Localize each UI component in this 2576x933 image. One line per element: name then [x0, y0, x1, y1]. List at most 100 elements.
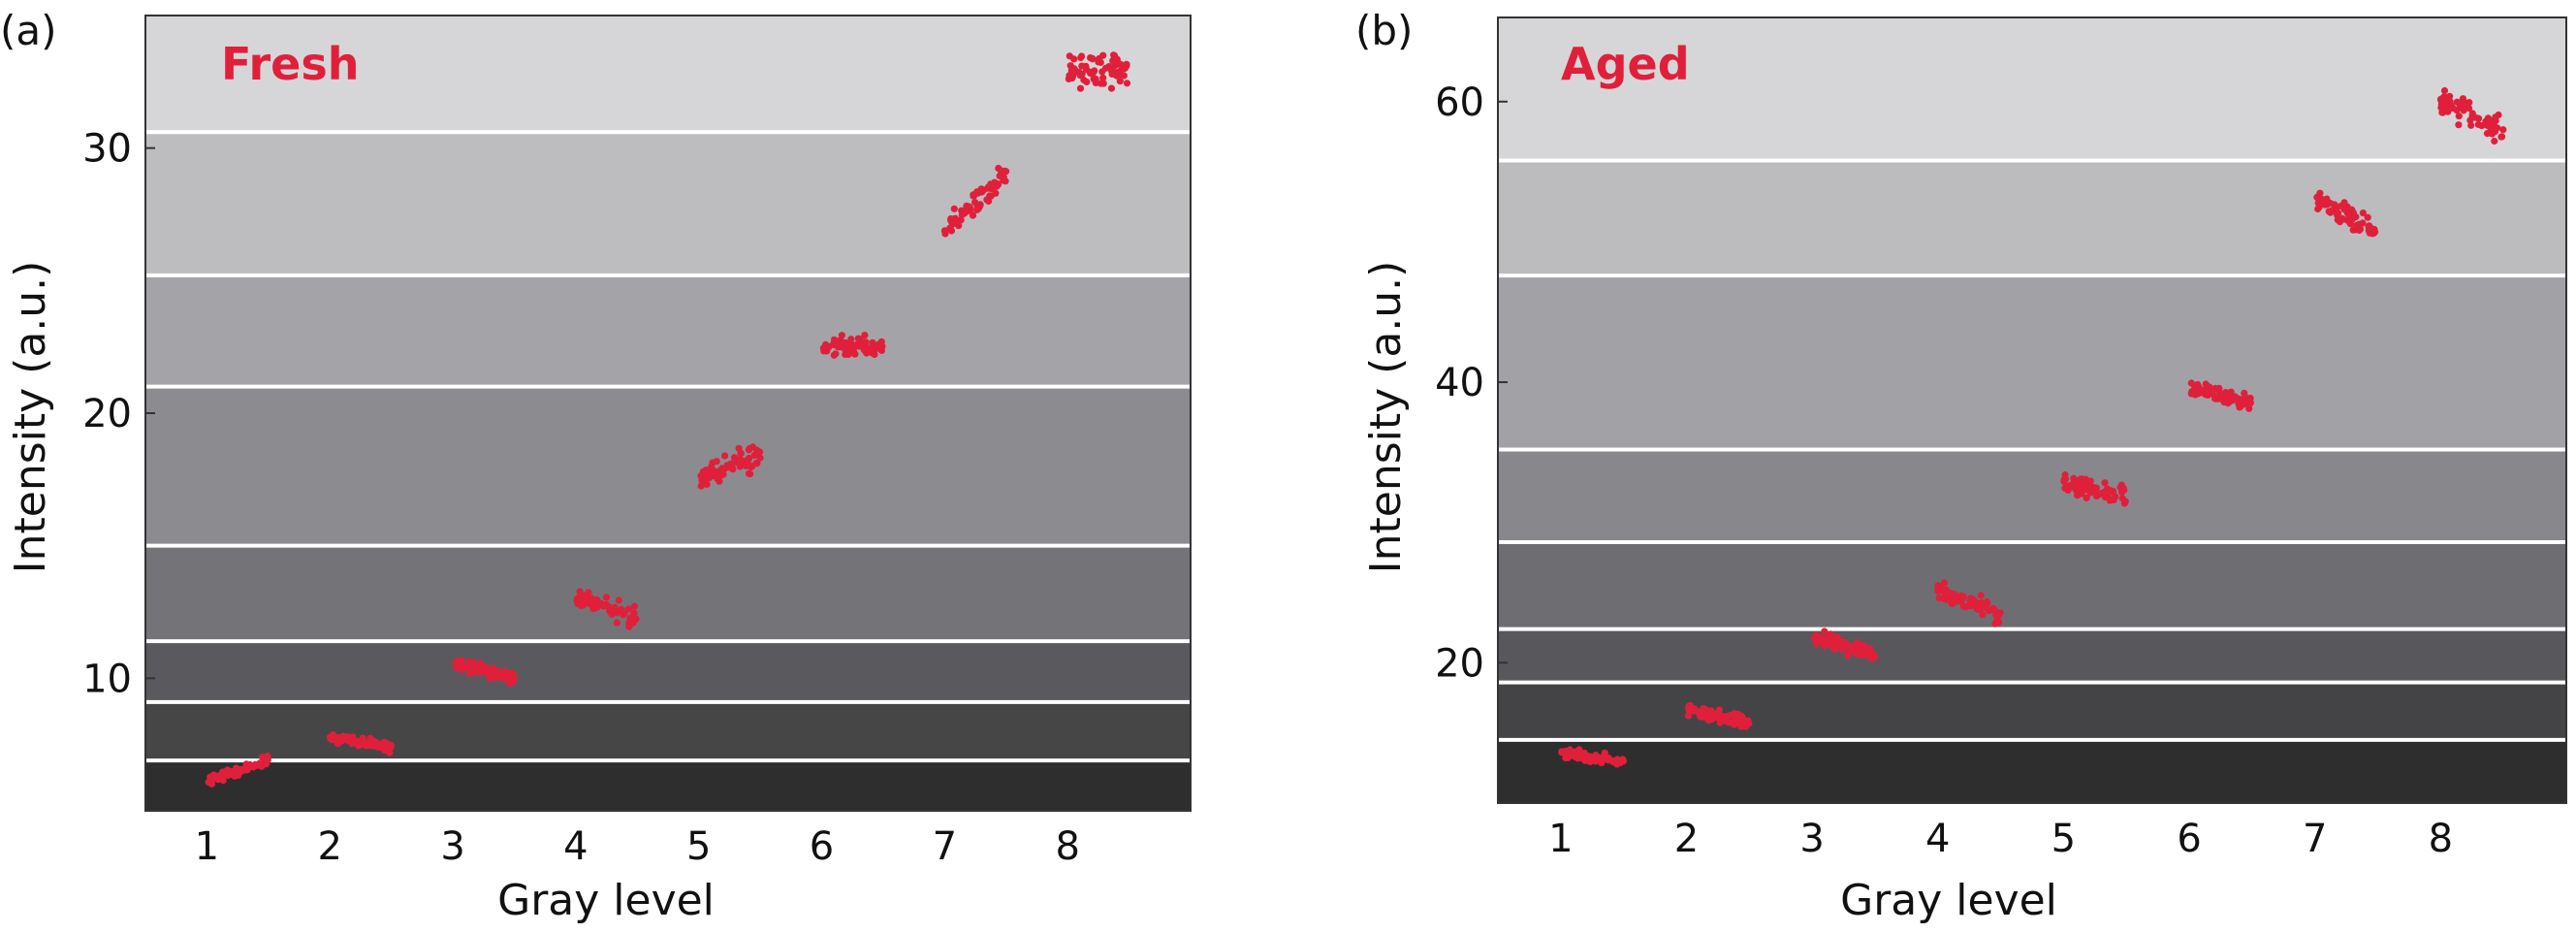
- panel-b: (b) Aged 1 2 3 4 5 6 7 8 20 40 60 Gray level Inten…: [1355, 7, 2567, 925]
- data-point: [501, 667, 509, 675]
- background-band: [145, 386, 1191, 546]
- data-point: [2314, 199, 2322, 207]
- data-point: [1574, 754, 1581, 761]
- data-point: [460, 660, 467, 668]
- data-point: [500, 674, 508, 682]
- data-point: [729, 466, 737, 473]
- data-point: [1619, 757, 1628, 765]
- data-point: [2340, 206, 2348, 213]
- data-point: [1829, 638, 1836, 646]
- data-point: [361, 739, 368, 747]
- data-point: [2366, 229, 2373, 237]
- data-point: [1686, 701, 1694, 710]
- data-point: [482, 662, 490, 671]
- plot-a: [144, 15, 1192, 812]
- data-point: [1002, 168, 1010, 176]
- data-point: [599, 602, 608, 610]
- data-point: [1115, 68, 1123, 76]
- data-point: [1558, 748, 1566, 756]
- data-point: [2098, 489, 2106, 497]
- plot-frame: [1497, 16, 2567, 804]
- data-point: [2334, 211, 2341, 219]
- data-point: [1689, 707, 1697, 715]
- data-point: [825, 343, 833, 351]
- background-band: [1498, 541, 2566, 629]
- data-point: [2475, 114, 2483, 122]
- data-point: [2206, 384, 2213, 392]
- data-point: [2212, 395, 2220, 402]
- data-point: [1089, 55, 1097, 63]
- x-tick-label: 5: [2051, 817, 2076, 861]
- data-point: [1586, 757, 1594, 766]
- background-band: [1498, 160, 2566, 276]
- data-point: [2225, 392, 2233, 400]
- data-point: [588, 595, 595, 602]
- data-point: [377, 742, 385, 750]
- data-point: [2245, 404, 2253, 412]
- data-point: [871, 341, 878, 349]
- x-tick-label: 2: [318, 824, 342, 869]
- background-band: [1498, 682, 2566, 740]
- scatter-cluster-gray-level-7: [2313, 189, 2379, 238]
- data-point: [1935, 595, 1943, 602]
- y-tick-label: 20: [82, 392, 132, 436]
- panel-a: (a) Fresh 1 2 3 4 5 6 7 8 10 20 30 Gray level Inte…: [0, 7, 1192, 925]
- data-point: [1107, 84, 1116, 92]
- data-point: [1078, 70, 1086, 78]
- data-point: [1068, 73, 1077, 80]
- data-point: [992, 189, 1000, 197]
- data-point: [2321, 199, 2329, 207]
- data-point: [1606, 756, 1614, 764]
- scatter-cluster-gray-level-8: [2437, 86, 2507, 145]
- data-point: [2364, 213, 2371, 221]
- data-point: [2348, 206, 2356, 213]
- data-point: [1957, 597, 1965, 605]
- data-point: [1116, 78, 1124, 85]
- data-point: [2442, 103, 2450, 111]
- data-point: [747, 470, 754, 478]
- data-point: [950, 205, 958, 212]
- background-band: [1498, 628, 2566, 683]
- data-point: [581, 596, 588, 604]
- x-tick-label: 5: [686, 824, 711, 869]
- data-point: [506, 680, 514, 688]
- data-point: [227, 770, 236, 779]
- data-point: [1092, 75, 1099, 83]
- data-point: [1070, 55, 1078, 63]
- plot-a-xlabel: Gray level: [497, 876, 715, 925]
- background-band: [1498, 449, 2566, 542]
- data-point: [1841, 643, 1849, 651]
- data-point: [856, 342, 864, 350]
- data-point: [2455, 113, 2463, 120]
- background-band: [145, 132, 1191, 275]
- data-point: [1076, 84, 1085, 92]
- x-tick-label: 2: [1674, 817, 1699, 861]
- data-point: [327, 735, 334, 743]
- data-point: [2201, 386, 2209, 394]
- data-point: [1821, 642, 1829, 650]
- data-point: [1097, 80, 1104, 87]
- data-point: [1088, 69, 1096, 77]
- data-point: [1852, 643, 1860, 651]
- data-point: [753, 449, 762, 457]
- x-tick-label: 3: [440, 824, 464, 869]
- data-point: [366, 734, 374, 742]
- data-point: [1991, 607, 1999, 615]
- x-tick-label: 4: [1925, 817, 1950, 861]
- data-point: [630, 615, 638, 623]
- data-point: [486, 670, 493, 678]
- data-point: [1123, 62, 1130, 70]
- data-point: [2499, 126, 2507, 134]
- data-point: [585, 589, 592, 596]
- data-point: [742, 460, 749, 467]
- data-point: [974, 189, 982, 197]
- data-point: [1991, 620, 1999, 627]
- data-point: [2329, 207, 2337, 214]
- data-point: [1844, 652, 1852, 660]
- data-point: [984, 183, 992, 191]
- data-point: [1726, 712, 1733, 720]
- data-point: [334, 740, 342, 748]
- data-point: [976, 201, 984, 209]
- data-point: [384, 743, 393, 752]
- scatter-cluster-gray-level-7: [940, 164, 1010, 238]
